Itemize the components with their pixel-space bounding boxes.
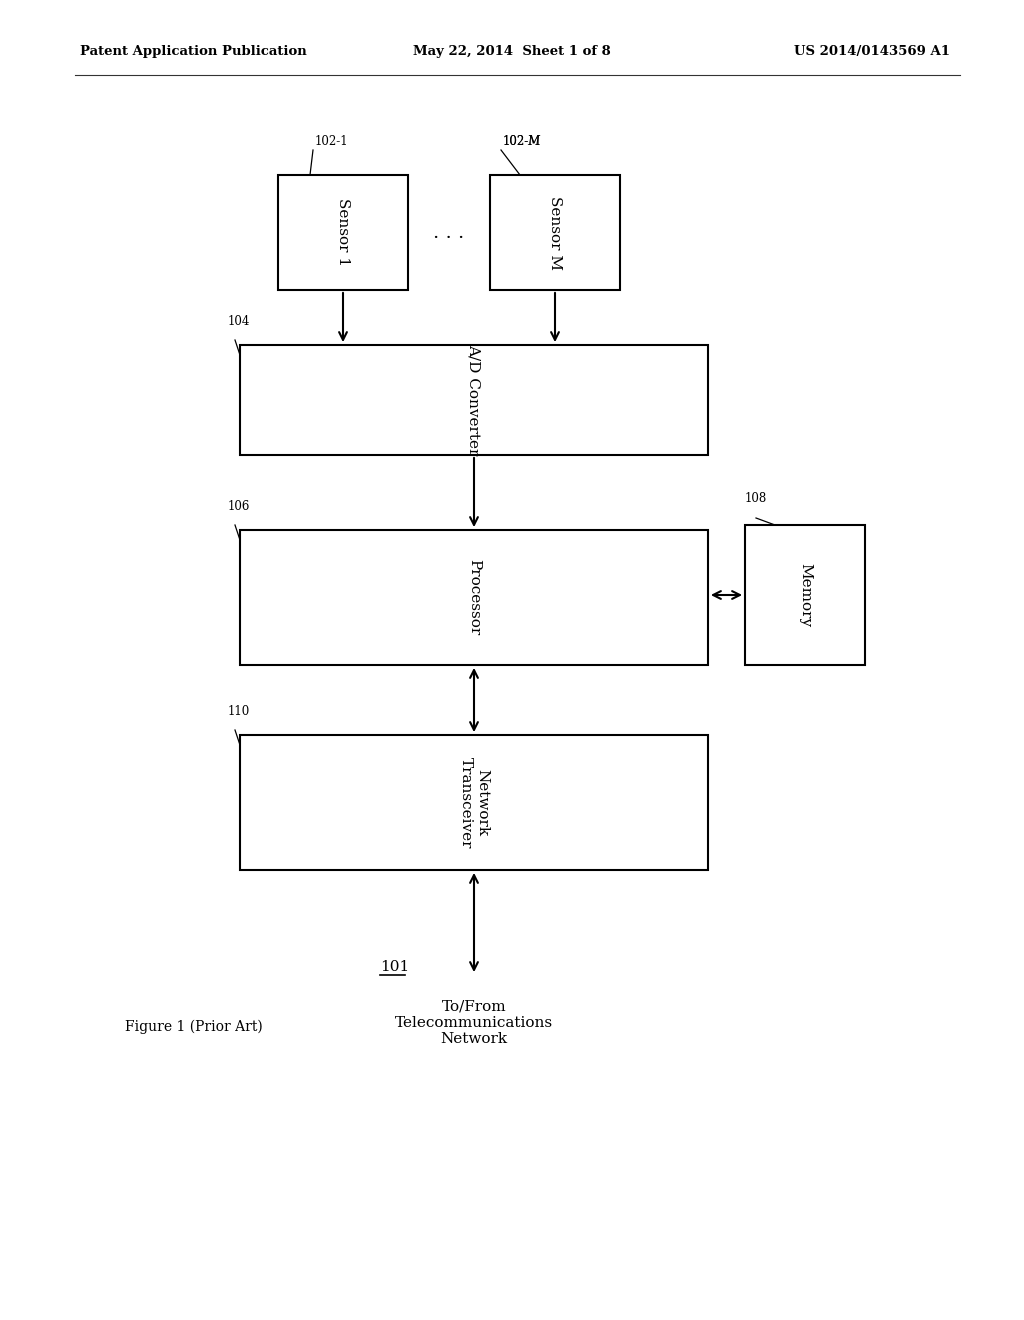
Text: 108: 108: [745, 492, 767, 506]
Text: 104: 104: [228, 315, 251, 327]
Text: . . .: . . .: [433, 223, 465, 242]
Text: 102-1: 102-1: [315, 135, 348, 148]
Text: 102-: 102-: [503, 135, 529, 148]
Text: 102-M: 102-M: [503, 135, 542, 148]
Text: Processor: Processor: [467, 560, 481, 636]
Text: Memory: Memory: [798, 562, 812, 627]
Text: Sensor M: Sensor M: [548, 195, 562, 269]
Text: 101: 101: [380, 960, 410, 974]
Text: 106: 106: [228, 500, 251, 513]
Text: US 2014/0143569 A1: US 2014/0143569 A1: [794, 45, 950, 58]
Text: To/From
Telecommunications
Network: To/From Telecommunications Network: [395, 1001, 553, 1047]
Text: M: M: [527, 135, 539, 148]
Bar: [745, 525, 865, 665]
Bar: [278, 176, 408, 290]
Text: Patent Application Publication: Patent Application Publication: [80, 45, 307, 58]
Text: A/D Converter: A/D Converter: [467, 345, 481, 455]
Text: May 22, 2014  Sheet 1 of 8: May 22, 2014 Sheet 1 of 8: [413, 45, 611, 58]
Text: 110: 110: [228, 705, 250, 718]
Text: Network
Transceiver: Network Transceiver: [459, 756, 489, 849]
Text: Sensor 1: Sensor 1: [336, 198, 350, 267]
Bar: [240, 735, 708, 870]
Bar: [240, 531, 708, 665]
Text: Figure 1 (Prior Art): Figure 1 (Prior Art): [125, 1020, 263, 1035]
Bar: [490, 176, 620, 290]
Bar: [240, 345, 708, 455]
